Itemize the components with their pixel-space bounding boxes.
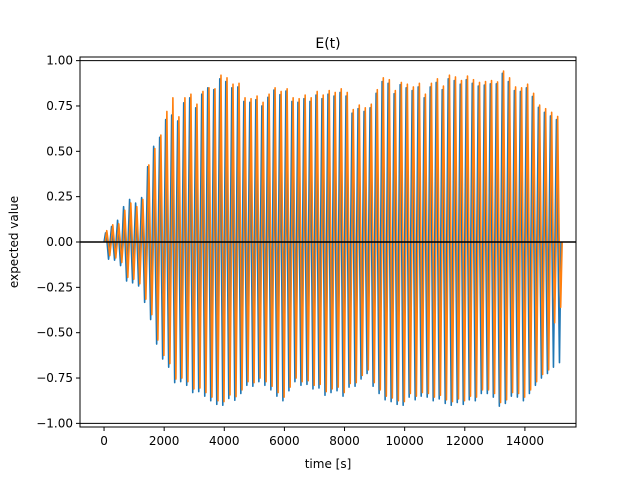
plot-area	[79, 56, 577, 428]
y-axis-label: expected value	[7, 196, 21, 288]
x-tick-label: 2000	[149, 434, 180, 448]
x-tick-label: 6000	[269, 434, 300, 448]
y-tick-label: −0.75	[36, 371, 73, 385]
x-tick-label: 10000	[386, 434, 424, 448]
y-tick-label: 1.00	[46, 54, 73, 68]
y-tick-label: 0.25	[46, 190, 73, 204]
x-tick-label: 8000	[329, 434, 360, 448]
y-tick-label: −1.00	[36, 416, 73, 430]
x-tick-label: 14000	[506, 434, 544, 448]
x-axis-label: time [s]	[305, 457, 352, 471]
y-tick-label: −0.25	[36, 280, 73, 294]
x-tick-label: 4000	[209, 434, 240, 448]
x-tick-label: 0	[100, 434, 108, 448]
y-tick-label: 0.00	[46, 235, 73, 249]
x-axis: 0 2000 4000 6000 8000 10000 12000 14000	[100, 427, 544, 448]
chart-title: E(t)	[315, 36, 340, 52]
y-tick-label: 0.50	[46, 144, 73, 158]
y-tick-label: −0.50	[36, 326, 73, 340]
x-tick-label: 12000	[446, 434, 484, 448]
y-tick-label: 0.75	[46, 99, 73, 113]
y-axis: −1.00 −0.75 −0.50 −0.25 0.00 0.25 0.50 0.75 1.00	[36, 54, 80, 430]
